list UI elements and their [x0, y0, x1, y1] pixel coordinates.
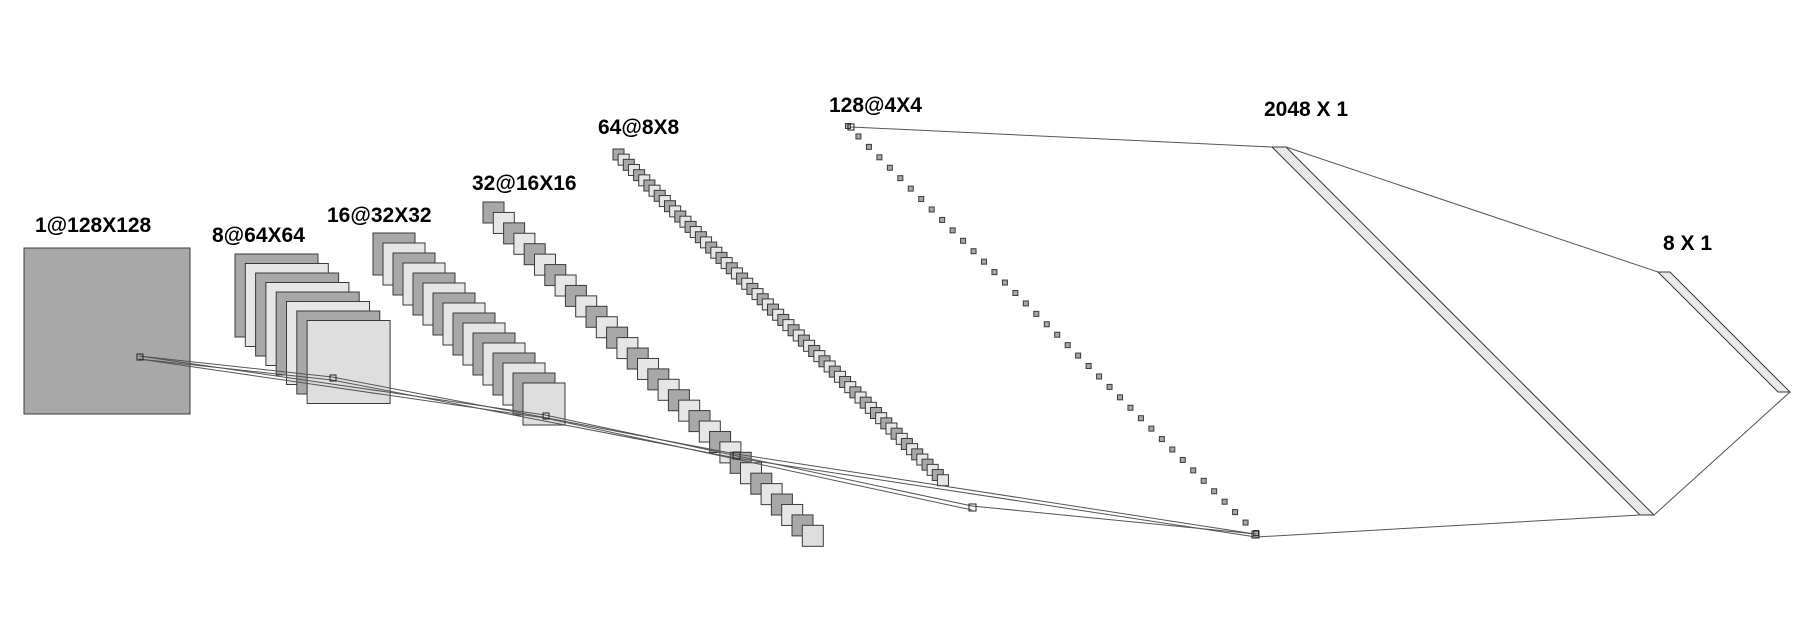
conv5-feature-map — [1137, 415, 1144, 422]
conv5-feature-map — [1012, 289, 1019, 296]
conv5-feature-map — [907, 185, 914, 192]
input-feature-map — [23, 247, 191, 415]
conv5-feature-map — [1064, 342, 1071, 349]
kernel-marker — [542, 412, 550, 420]
connection-line — [544, 417, 973, 511]
layer-label-input: 1@128X128 — [35, 214, 152, 237]
conv5-feature-map — [1211, 488, 1218, 495]
conv5-feature-map — [1221, 498, 1228, 505]
conv4-stack — [612, 148, 949, 487]
conv5-feature-map — [1054, 331, 1061, 338]
conv3-feature-map — [801, 524, 824, 547]
conv5-feature-map — [1232, 509, 1239, 516]
conv5-feature-map — [918, 196, 925, 203]
conv5-feature-map — [981, 258, 987, 265]
connection-line — [971, 505, 1257, 535]
kernel-marker — [136, 353, 144, 361]
conv5-feature-map — [1158, 436, 1165, 443]
conv5-feature-map — [991, 269, 998, 276]
connection-line — [138, 358, 333, 381]
kernel-marker — [968, 503, 977, 512]
conv5-feature-map — [1127, 404, 1134, 411]
conv5-feature-map — [886, 164, 893, 171]
conv3-stack — [482, 201, 824, 547]
conv5-feature-map — [1190, 467, 1197, 474]
layer-label-conv2: 16@32X32 — [327, 204, 432, 227]
conv5-feature-map — [1085, 363, 1092, 370]
layer-label-dense1: 2048 X 1 — [1264, 98, 1348, 121]
kernel-marker — [329, 374, 337, 382]
layer-label-conv1: 8@64X64 — [212, 224, 305, 247]
conv5-feature-map — [1148, 425, 1155, 432]
conv5-feature-map — [928, 206, 935, 213]
kernel-marker — [847, 123, 855, 131]
connection-line — [850, 126, 1273, 148]
conv5-feature-map — [897, 175, 904, 182]
kernel-marker — [732, 451, 741, 460]
layer-label-conv4: 64@8X8 — [598, 116, 680, 139]
conv5-feature-map — [1179, 456, 1186, 463]
dense2-layer — [1656, 271, 1792, 393]
conv5-feature-map — [1242, 519, 1249, 526]
conv5-feature-map — [1096, 373, 1103, 380]
conv5-feature-map — [1001, 279, 1008, 286]
layer-label-conv3: 32@16X16 — [472, 172, 577, 195]
conv1-stack — [234, 253, 391, 404]
conv5-feature-map — [865, 143, 872, 150]
connection-lines — [136, 123, 1791, 539]
conv5-feature-map — [949, 227, 956, 234]
conv5-feature-map — [939, 216, 946, 223]
conv5-feature-map — [1075, 352, 1082, 359]
connection-line — [138, 355, 333, 378]
conv5-feature-map — [1033, 310, 1040, 317]
dense1-layer — [1270, 146, 1656, 516]
conv5-feature-map — [1022, 300, 1029, 307]
conv5-feature-map — [970, 248, 977, 255]
conv5-feature-map — [1106, 383, 1113, 390]
conv5-feature-map — [1043, 321, 1050, 328]
conv4-feature-map — [936, 474, 949, 487]
connection-line — [544, 414, 973, 507]
layer-label-dense2: 8 X 1 — [1663, 232, 1712, 255]
connection-line — [735, 453, 1256, 535]
connection-line — [1255, 514, 1641, 538]
conv5-feature-map — [960, 237, 967, 244]
conv5-feature-map — [1117, 394, 1123, 401]
conv2-stack — [372, 232, 566, 426]
connection-line — [1285, 146, 1659, 273]
conv5-stack — [845, 123, 1259, 536]
conv5-feature-map — [855, 133, 862, 140]
conv5-feature-map — [1169, 446, 1176, 453]
connection-line — [735, 457, 1257, 538]
layer-label-conv5: 128@4X4 — [829, 94, 922, 117]
connection-line — [1653, 391, 1791, 516]
conv5-feature-map — [876, 154, 883, 161]
input-layer — [23, 247, 191, 415]
kernel-marker — [1251, 530, 1260, 539]
conv5-feature-map — [1200, 477, 1207, 484]
